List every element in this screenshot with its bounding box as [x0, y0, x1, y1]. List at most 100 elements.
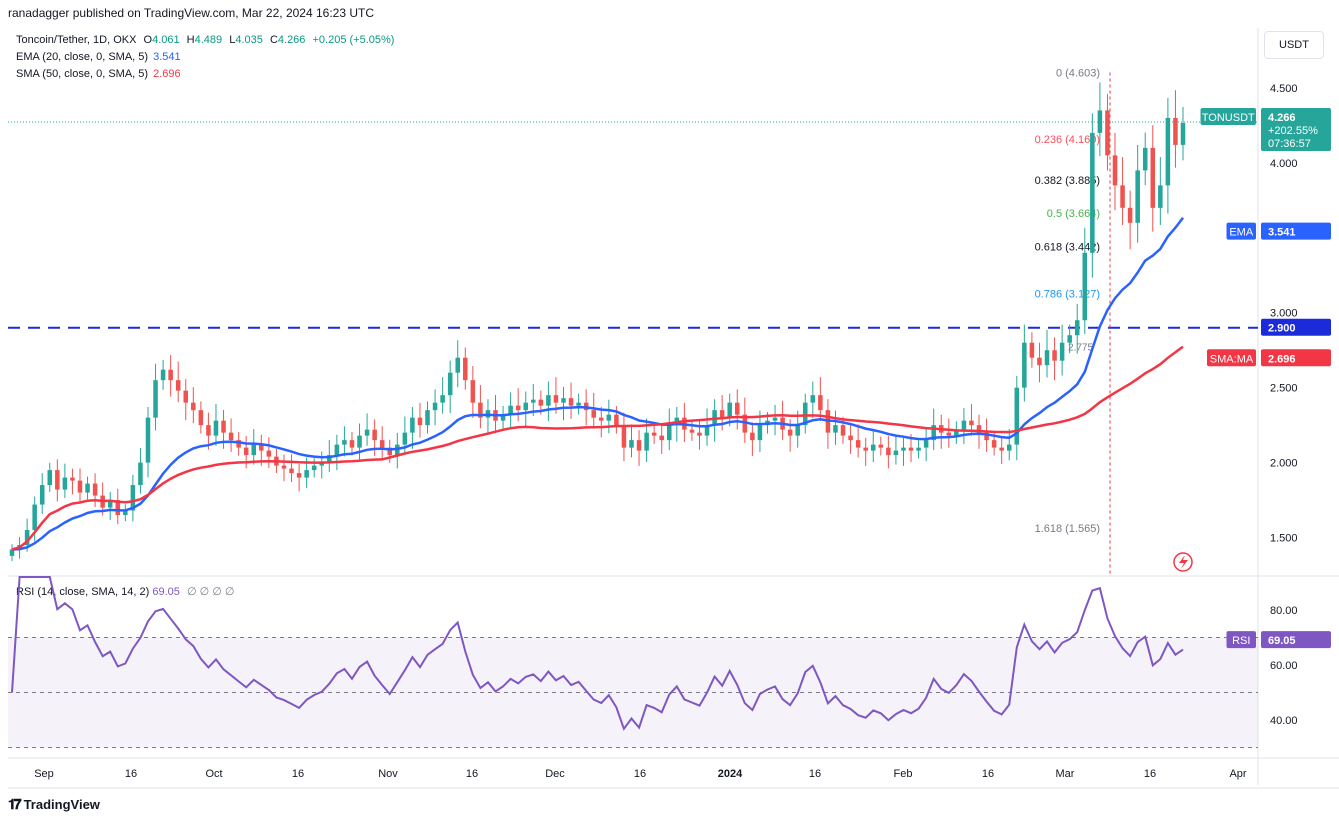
candle-body	[1044, 350, 1050, 366]
candle-body	[1180, 123, 1186, 145]
candle-body	[92, 483, 98, 496]
candle-body	[961, 420, 967, 430]
candle-body	[417, 417, 423, 426]
rsi-price-tag-label-bg	[1226, 631, 1256, 649]
candle-body	[659, 435, 664, 441]
ohlc-l: 4.035	[235, 34, 263, 46]
sma-price-tag: SMA:MA 2.696	[1207, 349, 1331, 367]
ema-legend: EMA (20, close, 0, SMA, 5) 3.541	[16, 50, 181, 64]
time-tick-label: Mar	[1056, 768, 1075, 780]
candle-body	[1173, 117, 1178, 145]
candle-body	[1059, 342, 1065, 361]
lightning-icon-circle	[1173, 552, 1193, 572]
candle-body	[463, 357, 468, 381]
ema-price-tag-bg	[1261, 222, 1331, 240]
time-tick-label: Nov	[378, 768, 398, 780]
candle-body	[221, 420, 226, 433]
candle-body	[863, 447, 868, 451]
lightning-icon-bolt	[1179, 555, 1188, 569]
candle-body	[198, 410, 204, 426]
candle-body	[1014, 387, 1020, 445]
candle-body	[840, 425, 846, 436]
candle-body	[206, 425, 211, 436]
time-tick-label: Dec	[545, 768, 565, 780]
sma-price-tag-bg	[1261, 349, 1331, 367]
candle-body	[704, 425, 710, 436]
candle-body	[311, 465, 317, 471]
candle-body	[213, 420, 219, 436]
symbol-price-tag-text: 4.266	[1268, 112, 1296, 124]
candle-body	[1120, 185, 1125, 208]
candle-body	[795, 425, 800, 436]
currency-button[interactable]: USDT	[1264, 31, 1324, 59]
fib-level-label: 0.786 (3.127)	[1035, 289, 1100, 301]
candle-body	[848, 435, 853, 441]
rsi-tick-label: 80.00	[1270, 605, 1298, 617]
lightning-icon	[1173, 552, 1193, 572]
candle-body	[1006, 444, 1012, 451]
rsi-price-tag: RSI 69.05	[1226, 631, 1331, 649]
candle-body	[1090, 132, 1095, 253]
candle-body	[546, 395, 551, 406]
tradingview-logo-text: TradingView	[23, 797, 100, 812]
candle-body	[1052, 350, 1057, 361]
candle-body	[599, 417, 604, 421]
candle-body	[750, 432, 755, 441]
candle-body	[191, 402, 196, 411]
candle-body	[266, 450, 272, 457]
tradingview-logo[interactable]: 𝟏𝟕 TradingView	[8, 796, 100, 813]
candle-body	[878, 444, 884, 448]
fib-level-label: 1.618 (1.565)	[1035, 523, 1100, 535]
rsi-price-tag-label-text: RSI	[1232, 635, 1250, 647]
candle-body	[455, 357, 461, 373]
candle-body	[576, 402, 581, 406]
candle-body	[440, 395, 445, 403]
candle-body	[727, 402, 732, 418]
ohlc-c-label: C	[269, 34, 278, 46]
rsi-legend: RSI (14, close, SMA, 14, 2) 69.05 ∅ ∅ ∅ …	[16, 585, 234, 598]
candle-body	[719, 410, 725, 418]
ohlc-l-label: L	[229, 34, 236, 46]
candle-body	[123, 510, 128, 516]
rsi-legend-label: RSI (14, close, SMA, 14, 2)	[16, 586, 150, 598]
time-tick-label: Feb	[894, 768, 913, 780]
annotation-label: 2.775	[1068, 342, 1093, 353]
candle-body	[372, 429, 377, 441]
candle-body	[644, 432, 649, 451]
price-tick-label: 1.500	[1270, 533, 1298, 545]
candle-body	[591, 410, 596, 418]
ohlc-h-label: H	[186, 34, 195, 46]
candle-body	[1142, 147, 1148, 171]
price-tick-label: 4.000	[1270, 158, 1298, 170]
ema-legend-label: EMA (20, close, 0, SMA, 5)	[16, 51, 149, 63]
ema-line	[11, 216, 1184, 551]
price-tick-label: 3.000	[1270, 308, 1298, 320]
candle-body	[991, 440, 997, 448]
candle-body	[39, 485, 45, 505]
candle-body	[833, 425, 838, 433]
time-tick-label: 16	[125, 768, 137, 780]
candle-body	[251, 444, 257, 456]
candle-body	[70, 477, 75, 481]
ohlc-c: 4.266	[277, 34, 306, 46]
candle-body	[651, 432, 657, 436]
candle-body	[1097, 110, 1103, 133]
candle-body	[689, 429, 695, 433]
candle-body	[553, 395, 559, 403]
candle-body	[304, 470, 309, 478]
time-tick-label: 16	[1144, 768, 1156, 780]
candle-body	[954, 429, 959, 436]
candle-body	[334, 444, 340, 456]
candle-body	[1022, 342, 1027, 388]
resistance-price-tag: 2.900	[1261, 318, 1331, 336]
candle-body	[1105, 110, 1110, 156]
symbol-price-tag-label-bg	[1200, 108, 1256, 126]
candle-body	[77, 480, 83, 493]
candle-body	[175, 380, 181, 391]
resistance-price-tag-text: 2.900	[1268, 323, 1296, 335]
candle-body	[606, 414, 612, 421]
ohlc-change: +0.205 (+5.05%)	[312, 34, 395, 46]
candle-body	[107, 500, 113, 508]
fib-level-label: 0.618 (3.442)	[1035, 242, 1100, 254]
